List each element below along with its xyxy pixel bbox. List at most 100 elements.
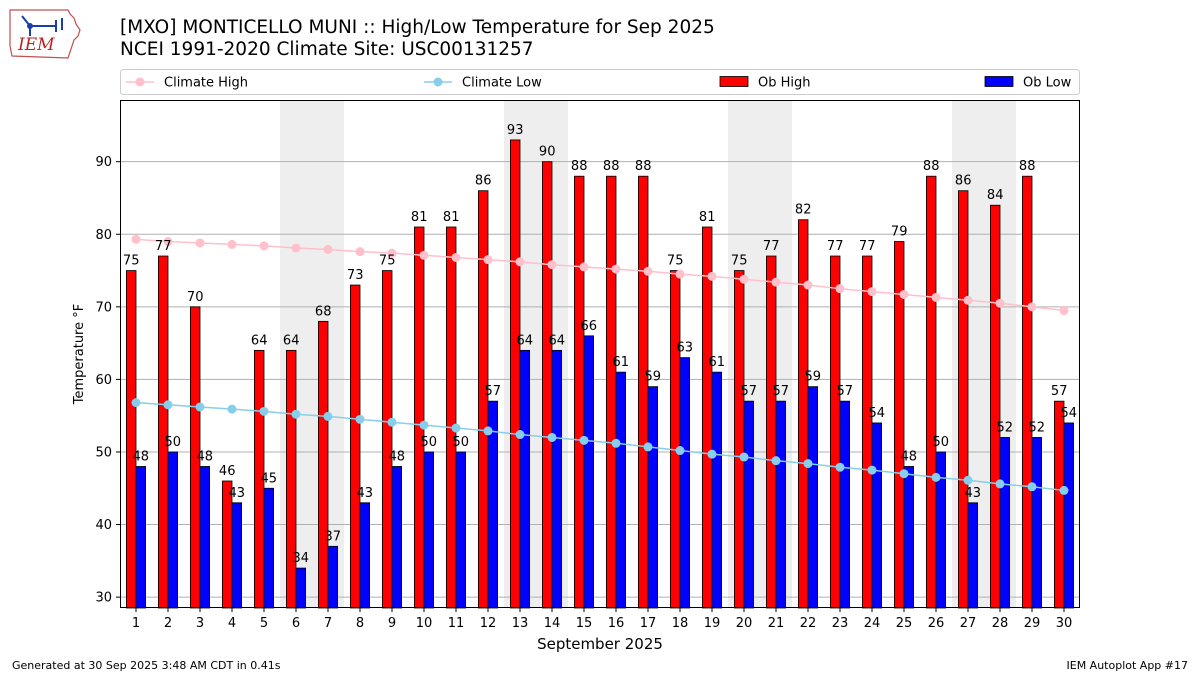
legend-climate-high-label: Climate High	[164, 76, 248, 91]
ob-low-label-21: 57	[773, 384, 790, 399]
ob-low-bar-14	[551, 349, 563, 609]
ob-high-bar-24	[862, 255, 873, 609]
ob-high-label-22: 82	[795, 203, 812, 218]
ob-low-label-1: 48	[133, 449, 150, 464]
ob-high-label-4: 46	[219, 464, 236, 479]
ob-high-bar-20	[734, 270, 745, 609]
ob-high-label-8: 73	[347, 268, 364, 283]
chart-subtitle: NCEI 1991-2020 Climate Site: USC00131257	[120, 39, 534, 60]
ob-low-label-28: 52	[997, 420, 1014, 435]
climate-high-point-25	[899, 289, 909, 299]
legend-ob-high-label: Ob High	[758, 76, 811, 91]
ob-high-bar-19	[702, 226, 713, 609]
ob-high-label-16: 88	[603, 159, 620, 174]
climate-high-point-3	[195, 238, 205, 248]
climate-low-point-2	[163, 400, 173, 410]
ob-low-label-12: 57	[485, 384, 502, 399]
climate-low-point-8	[355, 414, 365, 424]
ob-high-bar-2	[157, 255, 169, 609]
ob-low-label-26: 50	[933, 435, 950, 450]
climate-high-line	[135, 238, 1065, 312]
x-tick-label-24: 24	[864, 616, 881, 631]
ob-high-label-30: 57	[1051, 384, 1068, 399]
generated-timestamp: Generated at 30 Sep 2025 3:48 AM CDT in …	[12, 659, 281, 672]
legend-ob-high: Ob High	[719, 76, 811, 91]
ob-high-bar-22	[798, 219, 809, 609]
climate-high-point-21	[771, 277, 781, 287]
ob-low-label-25: 48	[901, 449, 918, 464]
climate-low-point-4	[227, 404, 237, 414]
x-tick-label-10: 10	[416, 616, 433, 631]
ob-high-bar-27	[958, 190, 969, 609]
legend-climate-low: Climate Low	[424, 76, 542, 91]
y-tick-label-70: 70	[95, 300, 112, 315]
ob-low-bar-10	[423, 451, 435, 609]
x-tick-label-30: 30	[1056, 616, 1073, 631]
x-tick-label-8: 8	[356, 616, 364, 631]
logo-text: IEM	[17, 35, 55, 55]
ob-low-label-3: 48	[197, 449, 214, 464]
ob-high-bar-17	[638, 175, 649, 609]
climate-low-point-6	[291, 409, 301, 419]
ob-low-label-15: 66	[581, 319, 598, 334]
ob-low-bar-6	[295, 567, 307, 609]
bar-labels: 75 48 77 50 70 48 46 43 64 45 64 34 68 37 73 43 75 48 81 50…	[123, 123, 1077, 566]
ob-low-bar-3	[199, 466, 211, 609]
climate-low-point-18	[675, 446, 685, 456]
climate-high-point-9	[387, 248, 397, 258]
legend-frame	[120, 69, 1080, 95]
climate-high-point-30	[1059, 305, 1069, 315]
ob-high-bar-13	[509, 139, 521, 609]
ob-high-bar-7	[317, 320, 329, 609]
legend-ob-low-label: Ob Low	[1023, 76, 1072, 91]
ob-high-bar-10	[413, 226, 425, 609]
x-tick-label-20: 20	[736, 616, 753, 631]
ob-low-label-22: 59	[805, 370, 822, 385]
ob-high-bar-16	[606, 175, 617, 609]
climate-high-point-29	[1027, 302, 1037, 312]
ob-low-bar-23	[839, 400, 851, 609]
ob-high-label-21: 77	[763, 239, 780, 254]
ob-low-label-19: 61	[709, 355, 726, 370]
ob-low-bar-16	[615, 371, 627, 609]
ob-low-bar-19	[711, 371, 723, 609]
y-tick-label-90: 90	[95, 155, 112, 170]
legend-ob-low: Ob Low	[984, 76, 1072, 91]
y-tick-label-40: 40	[95, 518, 112, 533]
bars	[126, 139, 1075, 609]
ob-low-label-8: 43	[357, 486, 374, 501]
ob-low-label-16: 61	[613, 355, 630, 370]
ob-low-label-4: 43	[229, 486, 246, 501]
ob-high-label-28: 84	[987, 188, 1004, 203]
climate-low-point-27	[963, 475, 973, 485]
climate-high-point-19	[707, 271, 717, 281]
x-axis-label: September 2025	[537, 635, 663, 653]
climate-low-point-1	[131, 398, 141, 408]
ob-low-label-20: 57	[741, 384, 758, 399]
ob-high-label-23: 77	[827, 239, 844, 254]
iem-logo: IEM	[8, 6, 82, 64]
ob-low-label-29: 52	[1029, 420, 1046, 435]
ob-high-label-1: 75	[123, 254, 140, 269]
ob-high-label-19: 81	[699, 210, 716, 225]
ob-high-bar-29	[1022, 175, 1033, 609]
x-tick-label-28: 28	[992, 616, 1009, 631]
climate-low-point-14	[547, 432, 557, 442]
ob-high-bar-9	[381, 270, 393, 609]
climate-high-point-14	[547, 260, 557, 270]
x-tick-label-7: 7	[324, 616, 332, 631]
climate-low-point-30	[1059, 485, 1069, 495]
ob-high-label-20: 75	[731, 254, 748, 269]
grid-lines	[120, 161, 1080, 598]
climate-high-point-16	[611, 264, 621, 274]
climate-high-point-5	[259, 241, 269, 251]
chart-title: [MXO] MONTICELLO MUNI :: High/Low Temper…	[120, 17, 715, 38]
ob-high-bar-8	[349, 284, 361, 609]
ob-high-label-11: 81	[443, 210, 460, 225]
ob-low-bar-5	[263, 487, 275, 609]
climate-high-point-13	[515, 257, 525, 267]
legend-climate-low-label: Climate Low	[462, 76, 542, 91]
climate-low-point-23	[835, 462, 845, 472]
climate-high-point-17	[643, 266, 653, 276]
ob-high-label-12: 86	[475, 174, 492, 189]
